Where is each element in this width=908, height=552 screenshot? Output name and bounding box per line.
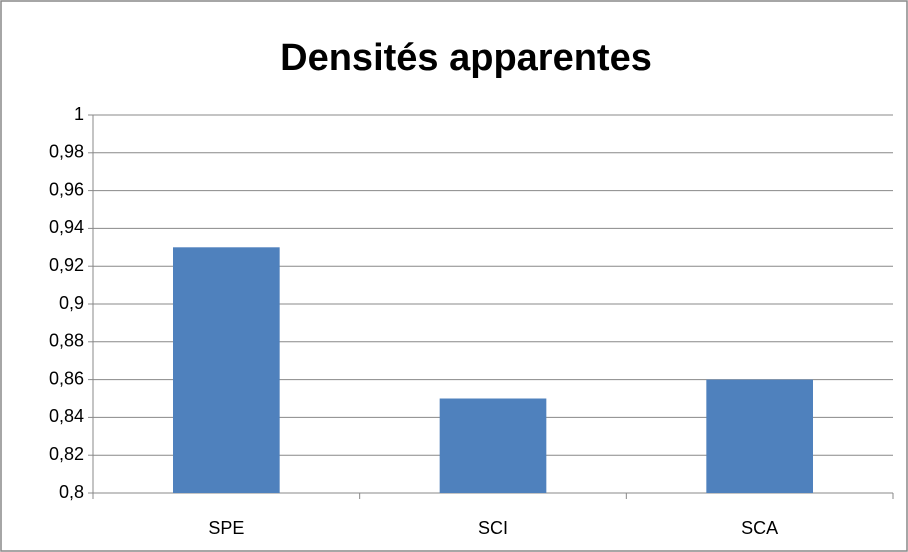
y-tick-label: 0,86 (49, 368, 84, 388)
chart-title: Densités apparentes (280, 37, 652, 79)
bar (439, 398, 547, 493)
y-tick-label: 0,98 (49, 142, 84, 162)
y-tick-label: 0,9 (59, 293, 84, 313)
y-tick-label: 0,96 (49, 179, 84, 199)
bar (706, 379, 813, 493)
bar (173, 247, 280, 493)
x-tick-label: SPE (208, 518, 244, 538)
y-tick-label: 1 (74, 104, 84, 124)
y-tick-label: 0,92 (49, 255, 84, 275)
x-tick-label: SCA (741, 518, 778, 538)
x-tick-label: SCI (478, 518, 508, 538)
y-tick-label: 0,84 (49, 406, 84, 426)
y-tick-label: 0,94 (49, 217, 84, 237)
y-tick-label: 0,88 (49, 331, 84, 351)
y-tick-label: 0,82 (49, 444, 84, 464)
y-tick-label: 0,8 (59, 482, 84, 502)
